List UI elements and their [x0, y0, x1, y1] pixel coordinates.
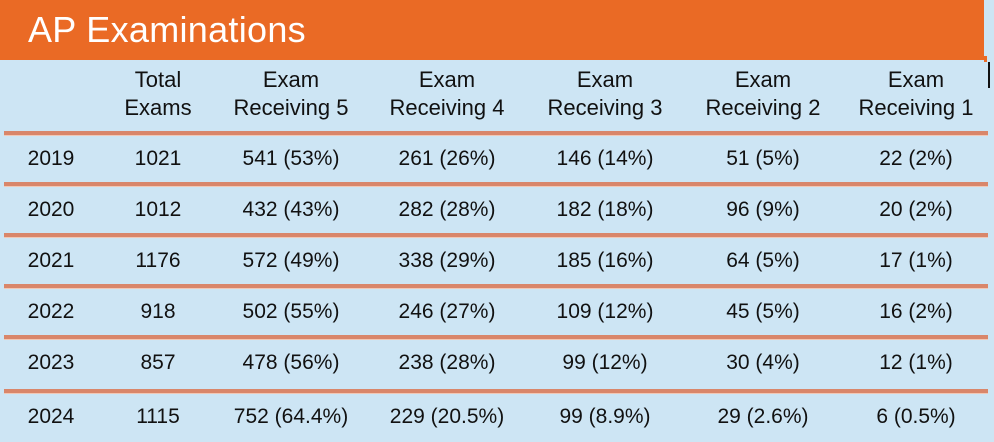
cell-receiving-1: 20 (2%)	[879, 198, 953, 221]
header-receiving-4: Exam Receiving 4	[374, 66, 520, 122]
cell-receiving-4: 338 (29%)	[398, 249, 496, 272]
header-line: Total	[134, 67, 182, 92]
cell-receiving-3: 109 (12%)	[556, 300, 654, 323]
header-receiving-5: Exam Receiving 5	[218, 66, 364, 122]
row-separator	[4, 182, 988, 186]
cell-receiving-4: 282 (28%)	[398, 198, 496, 221]
cell-total: 1176	[135, 249, 181, 272]
cell-receiving-5: 572 (49%)	[242, 249, 340, 272]
cell-receiving-4: 238 (28%)	[398, 351, 496, 374]
header-line: Exam	[734, 67, 792, 92]
table-header-row: Total Exams Exam Receiving 5 Exam Receiv…	[0, 62, 994, 134]
cell-receiving-1: 16 (2%)	[879, 300, 953, 323]
cell-receiving-4: 261 (26%)	[398, 147, 496, 170]
title-bar: AP Examinations	[0, 0, 984, 60]
cell-total: 1012	[134, 198, 182, 221]
edge-mark	[988, 62, 990, 88]
cell-receiving-5: 432 (43%)	[242, 198, 340, 221]
cell-receiving-1: 6 (0.5%)	[876, 405, 956, 428]
cell-receiving-2: 51 (5%)	[726, 147, 800, 170]
header-line: Exam	[887, 67, 945, 92]
cell-receiving-4: 246 (27%)	[398, 300, 496, 323]
cell-receiving-2: 45 (5%)	[726, 300, 800, 323]
cell-receiving-5: 502 (55%)	[242, 300, 340, 323]
header-receiving-2: Exam Receiving 2	[690, 66, 836, 122]
cell-year: 2022	[27, 300, 75, 323]
cell-receiving-3: 185 (16%)	[556, 249, 654, 272]
cell-year: 2021	[27, 249, 75, 272]
cell-year: 2024	[27, 405, 75, 428]
header-line: Receiving 1	[858, 95, 974, 120]
cell-year: 2019	[27, 147, 75, 170]
cell-receiving-5: 752 (64.4%)	[233, 405, 349, 428]
row-separator	[4, 284, 988, 288]
header-line: Exam	[418, 67, 476, 92]
cell-total: 1021	[134, 147, 182, 170]
row-separator	[4, 335, 988, 339]
cell-total: 857	[140, 351, 176, 374]
table-row: 2021 1176 572 (49%) 338 (29%) 185 (16%) …	[0, 233, 994, 282]
cell-year: 2020	[27, 198, 75, 221]
header-line: Receiving 3	[547, 95, 663, 120]
cell-year: 2023	[27, 351, 75, 374]
cell-total: 918	[140, 300, 176, 323]
cell-receiving-1: 17 (1%)	[879, 249, 953, 272]
cell-receiving-2: 30 (4%)	[726, 351, 800, 374]
cell-receiving-3: 99 (12%)	[562, 351, 648, 374]
cell-receiving-5: 541 (53%)	[242, 147, 340, 170]
header-line: Exam	[262, 67, 320, 92]
header-receiving-3: Exam Receiving 3	[532, 66, 678, 122]
table-row: 2019 1021 541 (53%) 261 (26%) 146 (14%) …	[0, 131, 994, 180]
header-line: Receiving 2	[705, 95, 821, 120]
cell-receiving-1: 22 (2%)	[879, 147, 953, 170]
page-title: AP Examinations	[28, 9, 306, 50]
cell-total: 1115	[136, 405, 180, 428]
cell-receiving-2: 64 (5%)	[726, 249, 800, 272]
cell-receiving-1: 12 (1%)	[879, 351, 953, 374]
cell-receiving-2: 96 (9%)	[726, 198, 800, 221]
header-line: Exam	[576, 67, 634, 92]
header-line: Receiving 5	[233, 95, 349, 120]
header-line: Exams	[124, 95, 192, 120]
header-receiving-1: Exam Receiving 1	[846, 66, 986, 122]
table-row: 2023 857 478 (56%) 238 (28%) 99 (12%) 30…	[0, 335, 994, 384]
row-separator	[4, 131, 988, 135]
header-line: Receiving 4	[389, 95, 505, 120]
table-row: 2022 918 502 (55%) 246 (27%) 109 (12%) 4…	[0, 284, 994, 333]
cell-receiving-3: 182 (18%)	[556, 198, 654, 221]
cell-receiving-2: 29 (2.6%)	[717, 405, 809, 428]
table-row: 2020 1012 432 (43%) 282 (28%) 182 (18%) …	[0, 182, 994, 231]
title-bar-notch	[984, 56, 987, 62]
table-row: 2024 1115 752 (64.4%) 229 (20.5%) 99 (8.…	[0, 389, 994, 438]
header-total-exams: Total Exams	[106, 66, 210, 122]
cell-receiving-3: 146 (14%)	[556, 147, 654, 170]
cell-receiving-3: 99 (8.9%)	[559, 405, 651, 428]
row-separator	[4, 389, 988, 393]
row-separator	[4, 233, 988, 237]
cell-receiving-4: 229 (20.5%)	[389, 405, 505, 428]
cell-receiving-5: 478 (56%)	[242, 351, 340, 374]
